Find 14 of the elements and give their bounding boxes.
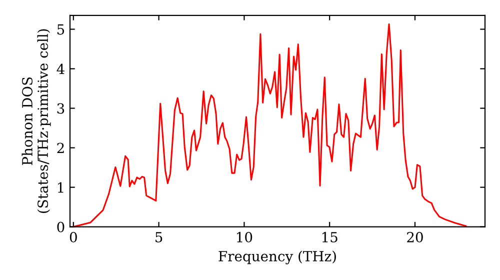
y-tick-label: 1 (58, 182, 64, 193)
x-tick-label: 20 (407, 232, 423, 242)
y-tick-label: 4 (56, 64, 64, 74)
x-tick-label: 5 (156, 232, 162, 242)
y-axis-title: Phonon DOS (States/THz·primitive cell) (22, 29, 51, 213)
y-tick-label: 5 (57, 24, 64, 35)
y-tick-label: 0 (57, 222, 64, 232)
x-tick-label: 15 (322, 232, 338, 242)
y-tick-label: 3 (57, 103, 64, 114)
y-tick-label: 2 (57, 142, 64, 154)
x-tick-label: 0 (70, 232, 77, 242)
line-series (72, 23, 467, 227)
x-tick-label: 10 (237, 232, 252, 242)
x-axis-title: Frequency (THz) (218, 250, 336, 264)
